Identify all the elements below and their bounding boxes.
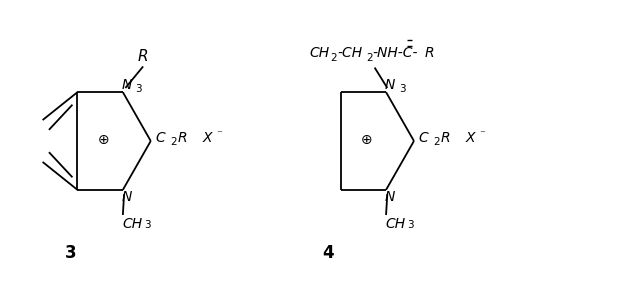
Text: CH: CH — [309, 46, 329, 60]
Text: 2: 2 — [366, 53, 373, 63]
Text: CH: CH — [122, 217, 142, 231]
Text: N: N — [122, 190, 132, 204]
Text: 3: 3 — [66, 244, 77, 262]
Text: N: N — [122, 78, 132, 92]
Text: 2: 2 — [330, 53, 336, 63]
Text: X: X — [203, 131, 212, 145]
Text: -NH-C-: -NH-C- — [373, 46, 418, 60]
Text: 2: 2 — [433, 137, 440, 147]
Text: R: R — [424, 46, 434, 60]
Text: R: R — [138, 49, 148, 64]
Text: X: X — [466, 131, 475, 145]
Text: N: N — [385, 190, 395, 204]
Text: 3: 3 — [399, 84, 405, 94]
Text: $\oplus$: $\oplus$ — [360, 133, 372, 147]
Text: N: N — [385, 78, 395, 92]
Text: 4: 4 — [322, 244, 334, 262]
Text: R: R — [441, 131, 450, 145]
Text: 3: 3 — [145, 220, 151, 230]
Text: CH: CH — [385, 217, 406, 231]
Text: $\oplus$: $\oplus$ — [97, 133, 109, 147]
Text: -CH: -CH — [337, 46, 362, 60]
Text: C: C — [155, 131, 165, 145]
Text: 3: 3 — [136, 84, 142, 94]
Text: R: R — [177, 131, 187, 145]
Text: 2: 2 — [170, 137, 176, 147]
Text: C: C — [419, 131, 428, 145]
Text: 3: 3 — [408, 220, 414, 230]
Text: ⁻: ⁻ — [216, 129, 222, 139]
Text: ⁻: ⁻ — [479, 129, 485, 139]
